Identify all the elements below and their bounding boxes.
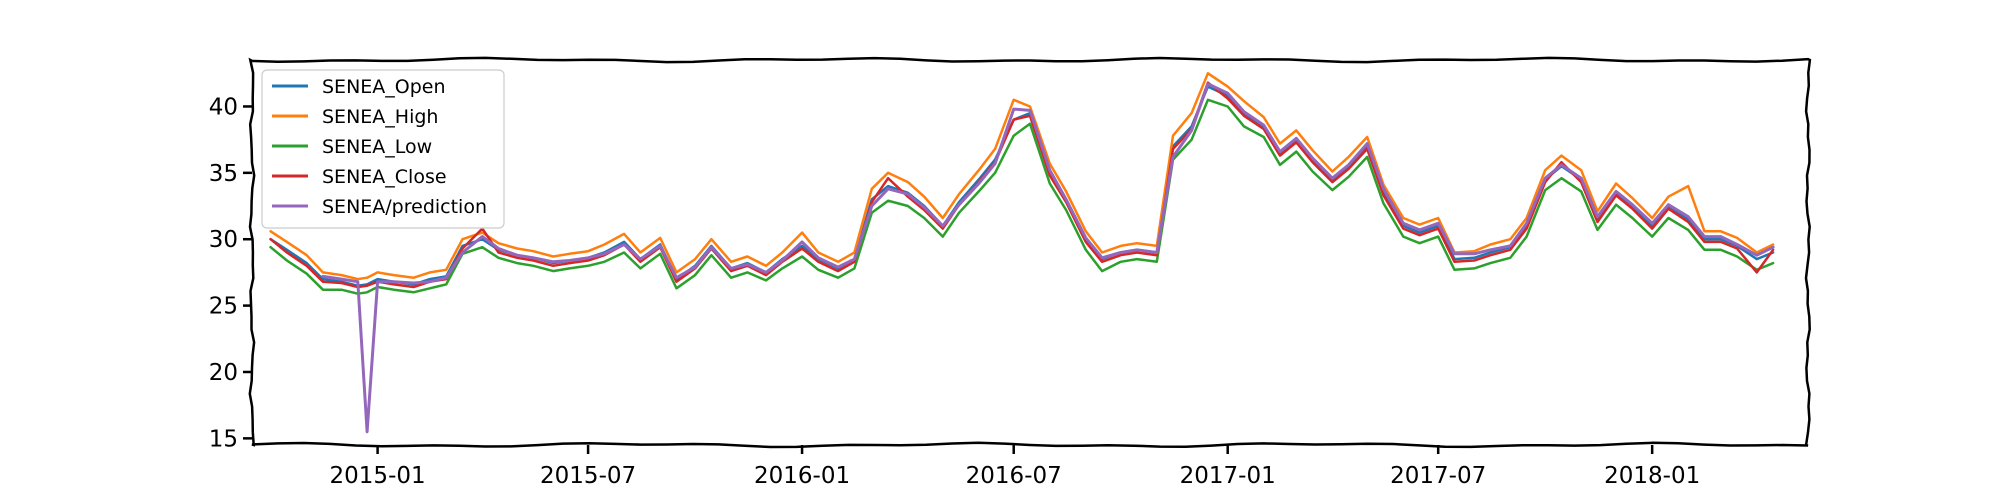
legend-label: SENEA_Open — [322, 76, 446, 98]
legend: SENEA_Open SENEA_High SENEA_Low SENEA_Close… — [261, 69, 505, 229]
x-axis: 2015-01 2015-07 2016-01 2016-07 2017-01 2017-… — [330, 445, 1700, 489]
series-line-senea-high — [269, 72, 1775, 281]
x-tick-label: 2017-07 — [1390, 463, 1486, 489]
series-line-senea-low — [269, 98, 1775, 295]
legend-label: SENEA_High — [322, 106, 438, 128]
plot-lines — [269, 72, 1775, 434]
legend-label: SENEA/prediction — [322, 196, 487, 218]
y-axis: 15 20 25 30 35 40 — [209, 94, 252, 452]
y-tick-label: 15 — [209, 426, 238, 452]
series-line-senea-close — [269, 81, 1775, 289]
legend-label: SENEA_Low — [322, 136, 432, 158]
y-tick-label: 40 — [209, 94, 238, 120]
x-tick-label: 2016-01 — [754, 463, 850, 489]
series-line-senea-prediction — [321, 82, 1775, 434]
x-tick-label: 2015-07 — [540, 463, 636, 489]
y-tick-label: 30 — [209, 227, 238, 253]
x-tick-label: 2016-07 — [966, 463, 1062, 489]
x-tick-label: 2015-01 — [330, 463, 426, 489]
x-tick-label: 2018-01 — [1604, 463, 1700, 489]
plot-frame — [248, 56, 1812, 449]
legend-box — [261, 69, 505, 229]
y-tick-label: 25 — [209, 294, 238, 320]
x-tick-label: 2017-01 — [1180, 463, 1276, 489]
legend-label: SENEA_Close — [322, 166, 447, 188]
y-tick-label: 20 — [209, 360, 238, 386]
y-tick-label: 35 — [209, 161, 238, 187]
